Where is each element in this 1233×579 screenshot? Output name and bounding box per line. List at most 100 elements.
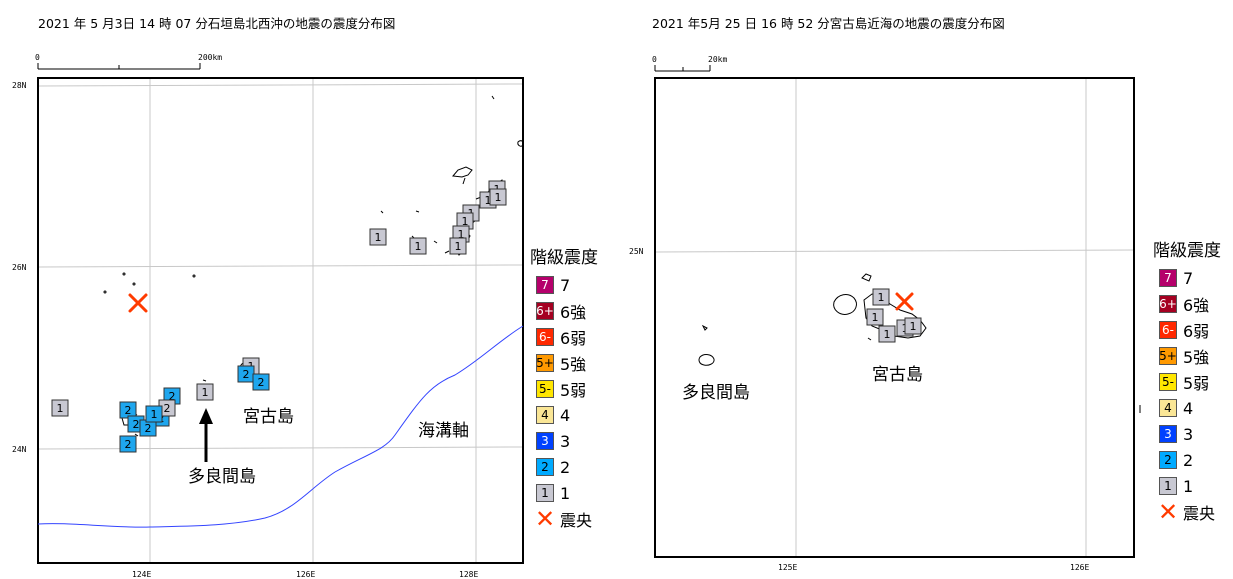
scale-end-left: 200km (198, 53, 222, 62)
svg-text:1: 1 (151, 408, 158, 421)
legend-label: 5弱 (560, 381, 587, 400)
legend-swatch: 2 (1159, 451, 1177, 469)
svg-text:2: 2 (243, 368, 250, 381)
legend-item: 6+ 6強 (530, 298, 598, 324)
scale-start-right: 0 (652, 55, 657, 64)
coastline-right (698, 273, 927, 366)
map-frame-left (37, 77, 524, 564)
svg-text:1: 1 (458, 228, 465, 241)
legend-swatch: 1 (1159, 477, 1177, 495)
legend-swatch: 6- (1159, 321, 1177, 339)
legend-label: 3 (1183, 424, 1194, 444)
legend-swatch: 5- (536, 380, 554, 398)
legend-swatch: 6+ (536, 302, 554, 320)
svg-text:1: 1 (884, 328, 891, 341)
place-label-miyako-left: 宮古島 (243, 407, 294, 427)
legend-title: 階級震度 (530, 248, 598, 268)
map-left: 0 200km 28N 26N 24N 124E 126E 128E (12, 53, 524, 579)
legend-item: 5+ 5強 (530, 350, 598, 376)
place-label-trench: 海溝軸 (418, 421, 469, 441)
scale-bar-left: 0 200km (35, 53, 222, 70)
station-marker: 1 (872, 288, 890, 306)
svg-text:1: 1 (202, 386, 209, 399)
station-marker: 1 (866, 308, 884, 326)
legend-epicenter: ✕ 震央 (530, 506, 598, 532)
station-marker: 1 (449, 237, 467, 255)
epicenter-marker-right (895, 292, 914, 311)
legend-swatch: 5+ (1159, 347, 1177, 365)
lon-label-128e: 128E (459, 570, 478, 579)
legend-swatch: 3 (1159, 425, 1177, 443)
legend-label: 5弱 (1183, 374, 1210, 393)
scale-bar-right: 0 20km (652, 55, 727, 72)
map-title-right: 2021 年5月 25 日 16 時 52 分宮古島近海の地震の震度分布図 (652, 16, 1005, 31)
station-marker: 1 (196, 383, 214, 401)
place-label-miyako-right: 宮古島 (872, 365, 923, 385)
legend-item: 5- 5弱 (1153, 369, 1221, 395)
lat-label-28n: 28N (12, 81, 27, 90)
legend-swatch: 5+ (536, 354, 554, 372)
epicenter-x-icon: ✕ (1157, 498, 1179, 526)
station-marker: 1 (409, 237, 427, 255)
legend-swatch: 2 (536, 458, 554, 476)
svg-text:2: 2 (169, 390, 176, 403)
lon-label-126e-right: 126E (1070, 563, 1089, 572)
svg-text:2: 2 (258, 376, 265, 389)
station-marker: 1 (456, 212, 474, 230)
legend-label: 1 (1183, 476, 1194, 496)
legend-epicenter: ✕ 震央 (1153, 499, 1221, 525)
stations-left: 1 1 1 1 1 1 1 1 1 1 1 2 2 2 2 2 2 2 2 2 … (51, 180, 507, 453)
svg-text:2: 2 (133, 418, 140, 431)
legend-swatch: 5- (1159, 373, 1177, 391)
lon-label-124e: 124E (132, 570, 151, 579)
svg-text:1: 1 (375, 231, 382, 244)
map-right: 0 20km 25N 125E 126E (629, 55, 1141, 572)
svg-text:2: 2 (125, 404, 132, 417)
legend-item: 6- 6弱 (1153, 317, 1221, 343)
stations-right: 1 1 1 1 1 (866, 288, 922, 343)
lat-label-26n: 26N (12, 263, 27, 272)
lat-label-25n: 25N (629, 247, 644, 256)
legend-label: 6強 (1183, 296, 1210, 315)
legend-label: 4 (560, 405, 571, 425)
legend-title: 階級震度 (1153, 241, 1221, 261)
svg-text:1: 1 (462, 215, 469, 228)
legend-swatch: 4 (1159, 399, 1177, 417)
legend-swatch: 1 (536, 484, 554, 502)
legend-label: 6弱 (1183, 322, 1210, 341)
graticule-right (654, 78, 1135, 557)
legend-label: 5強 (1183, 348, 1210, 367)
svg-text:1: 1 (910, 320, 917, 333)
station-marker: 1 (51, 399, 69, 417)
legend-swatch: 7 (536, 276, 554, 294)
legend-label: 4 (1183, 398, 1194, 418)
legend-epicenter-label: 震央 (1183, 504, 1216, 523)
svg-text:1: 1 (57, 402, 64, 415)
station-marker: 1 (145, 405, 163, 423)
station-marker: 1 (904, 317, 922, 335)
svg-text:1: 1 (415, 240, 422, 253)
epicenter-marker-left (128, 293, 148, 313)
station-marker: 2 (252, 373, 270, 391)
legend-item: 5+ 5強 (1153, 343, 1221, 369)
svg-text:1: 1 (878, 291, 885, 304)
legend-label: 1 (560, 483, 571, 503)
legend-item: 6- 6弱 (530, 324, 598, 350)
epicenter-x-icon: ✕ (534, 505, 556, 533)
svg-text:1: 1 (872, 311, 879, 324)
legend-label: 3 (560, 431, 571, 451)
station-marker: 1 (369, 228, 387, 246)
map-title-left: 2021 年 5 月3日 14 時 07 分石垣島北西沖の地震の震度分布図 (38, 16, 396, 31)
svg-text:1: 1 (495, 191, 502, 204)
legend-label: 5強 (560, 355, 587, 374)
